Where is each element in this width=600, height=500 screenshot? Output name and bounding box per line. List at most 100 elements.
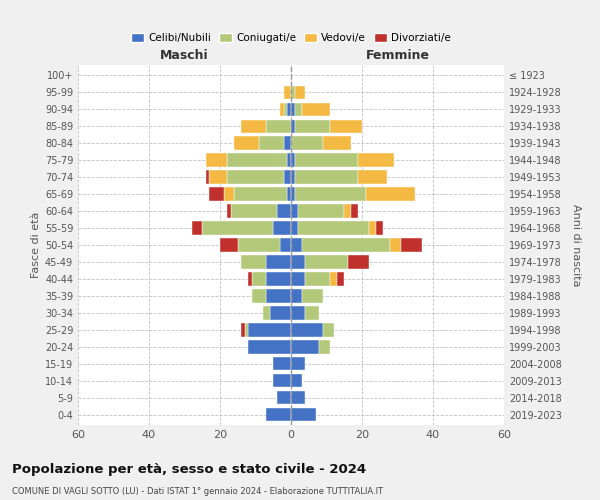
Bar (273, 357, 291, 370)
Bar (284, 170, 291, 183)
Bar (248, 340, 291, 353)
Bar (401, 238, 422, 252)
Text: Maschi: Maschi (160, 50, 209, 62)
Bar (291, 357, 305, 370)
Bar (266, 408, 291, 422)
Bar (337, 272, 344, 285)
Bar (209, 170, 227, 183)
Bar (252, 272, 266, 285)
Bar (291, 306, 305, 320)
Bar (291, 238, 302, 252)
Bar (291, 102, 295, 116)
Bar (295, 170, 358, 183)
Bar (241, 120, 266, 133)
Bar (245, 324, 248, 336)
Bar (241, 256, 266, 268)
Bar (291, 188, 295, 200)
Bar (287, 188, 291, 200)
Bar (291, 170, 295, 183)
Bar (230, 204, 277, 218)
Bar (263, 306, 270, 320)
Bar (298, 204, 344, 218)
Bar (227, 154, 287, 166)
Bar (227, 170, 284, 183)
Bar (270, 306, 291, 320)
Bar (284, 136, 291, 149)
Bar (295, 102, 302, 116)
Bar (330, 120, 362, 133)
Bar (252, 290, 266, 302)
Bar (209, 188, 224, 200)
Bar (291, 256, 305, 268)
Bar (323, 324, 334, 336)
Bar (295, 86, 305, 99)
Bar (302, 290, 323, 302)
Bar (330, 272, 337, 285)
Bar (369, 222, 376, 234)
Bar (323, 136, 352, 149)
Bar (391, 238, 401, 252)
Bar (266, 120, 291, 133)
Text: Femmine: Femmine (365, 50, 430, 62)
Bar (352, 204, 358, 218)
Bar (291, 204, 298, 218)
Bar (305, 306, 319, 320)
Bar (224, 188, 234, 200)
Bar (280, 238, 291, 252)
Y-axis label: Anni di nascita: Anni di nascita (571, 204, 581, 286)
Text: Popolazione per età, sesso e stato civile - 2024: Popolazione per età, sesso e stato civil… (12, 462, 366, 475)
Bar (344, 204, 352, 218)
Bar (206, 154, 227, 166)
Bar (284, 102, 287, 116)
Bar (291, 340, 319, 353)
Bar (248, 324, 291, 336)
Bar (291, 391, 305, 404)
Bar (266, 272, 291, 285)
Bar (206, 170, 209, 183)
Bar (277, 391, 291, 404)
Text: COMUNE DI VAGLI SOTTO (LU) - Dati ISTAT 1° gennaio 2024 - Elaborazione TUTTITALI: COMUNE DI VAGLI SOTTO (LU) - Dati ISTAT … (12, 488, 383, 496)
Bar (291, 120, 295, 133)
Bar (319, 340, 330, 353)
Bar (291, 290, 302, 302)
Bar (266, 256, 291, 268)
Bar (287, 154, 291, 166)
Bar (291, 324, 323, 336)
Bar (358, 170, 387, 183)
Bar (234, 136, 259, 149)
Bar (273, 374, 291, 388)
Bar (291, 136, 323, 149)
Bar (227, 204, 230, 218)
Bar (291, 272, 305, 285)
Bar (305, 272, 330, 285)
Bar (277, 204, 291, 218)
Bar (266, 290, 291, 302)
Bar (220, 238, 238, 252)
Legend: Celibi/Nubili, Coniugati/e, Vedovi/e, Divorziati/e: Celibi/Nubili, Coniugati/e, Vedovi/e, Di… (127, 29, 455, 48)
Bar (298, 222, 369, 234)
Bar (291, 222, 298, 234)
Bar (291, 408, 316, 422)
Bar (348, 256, 369, 268)
Bar (241, 324, 245, 336)
Bar (295, 120, 330, 133)
Bar (365, 188, 415, 200)
Bar (259, 136, 284, 149)
Bar (302, 238, 391, 252)
Bar (234, 188, 287, 200)
Bar (376, 222, 383, 234)
Bar (287, 102, 291, 116)
Bar (291, 374, 302, 388)
Bar (248, 272, 252, 285)
Bar (295, 154, 358, 166)
Bar (305, 256, 348, 268)
Bar (291, 154, 295, 166)
Bar (295, 188, 365, 200)
Bar (284, 86, 291, 99)
Bar (358, 154, 394, 166)
Bar (238, 238, 280, 252)
Y-axis label: Fasce di età: Fasce di età (31, 212, 41, 278)
Bar (202, 222, 273, 234)
Bar (273, 222, 291, 234)
Bar (291, 86, 295, 99)
